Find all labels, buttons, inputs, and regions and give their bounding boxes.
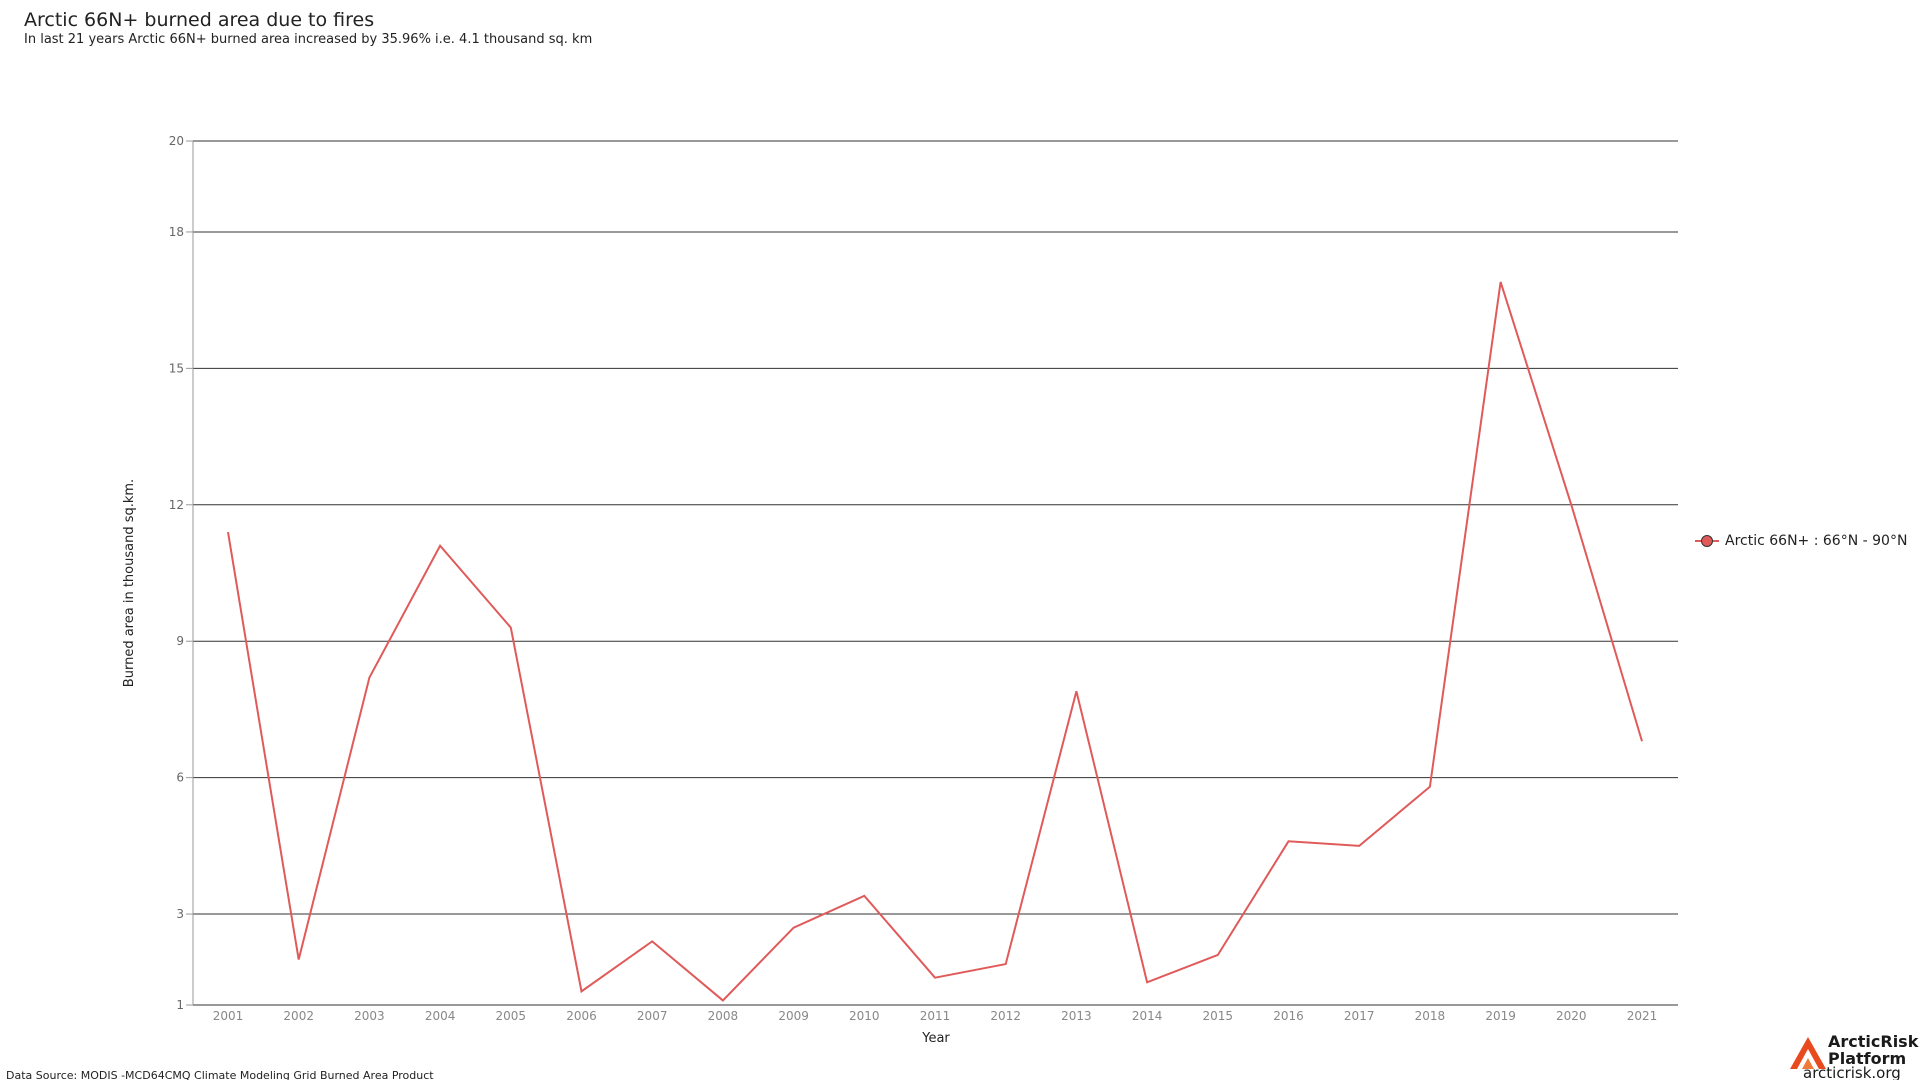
x-axis-ticks: 2001 2002 2003 2004 2005 2006 2007 2008 2009 2010…: [213, 1009, 1658, 1023]
x-tick-label: 2002: [283, 1009, 314, 1023]
flame-logo-icon: [1790, 1037, 1826, 1069]
gridlines: [192, 140, 1678, 1006]
logo-url: arcticrisk.org: [1803, 1064, 1901, 1080]
data-source-note: Data Source: MODIS -MCD64CMQ Climate Mod…: [6, 1069, 434, 1080]
x-tick-label: 2005: [496, 1009, 527, 1023]
x-tick-label: 2007: [637, 1009, 668, 1023]
x-tick-label: 2014: [1132, 1009, 1163, 1023]
x-tick-label: 2017: [1344, 1009, 1375, 1023]
x-tick-label: 2010: [849, 1009, 880, 1023]
legend-label: Arctic 66N+ : 66°N - 90°N: [1725, 533, 1908, 549]
x-tick-label: 2019: [1485, 1009, 1516, 1023]
x-tick-label: 2015: [1203, 1009, 1234, 1023]
x-axis-title: Year: [921, 1031, 950, 1046]
chart-title: Arctic 66N+ burned area due to fires: [24, 9, 375, 31]
x-tick-label: 2018: [1415, 1009, 1446, 1023]
x-tick-label: 2011: [920, 1009, 951, 1023]
x-tick-label: 2004: [425, 1009, 456, 1023]
x-tick-label: 2003: [354, 1009, 385, 1023]
series-line: [227, 281, 1643, 1002]
chart-subtitle: In last 21 years Arctic 66N+ burned area…: [24, 32, 593, 47]
x-tick-label: 2008: [708, 1009, 739, 1023]
chart-header: Arctic 66N+ burned area due to fires In …: [24, 8, 592, 48]
x-tick-label: 2012: [990, 1009, 1021, 1023]
legend-dot: [1701, 535, 1713, 547]
logo-name: ArcticRisk Platform: [1828, 1032, 1919, 1068]
y-tick-label: 12: [169, 498, 184, 512]
legend-marker: [1695, 534, 1719, 548]
y-axis-ticks: 1 3 6 9 12 15 18 20: [169, 134, 193, 1012]
y-tick-label: 6: [176, 771, 184, 785]
arcticrisk-logo[interactable]: ArcticRisk Platform arcticrisk.org: [1788, 1032, 1919, 1080]
x-tick-label: 2001: [213, 1009, 244, 1023]
y-axis-title: Burned area in thousand sq.km.: [122, 479, 137, 687]
y-tick-label: 1: [176, 998, 184, 1012]
x-tick-label: 2006: [566, 1009, 597, 1023]
x-tick-label: 2021: [1627, 1009, 1658, 1023]
y-tick-label: 18: [169, 225, 184, 239]
legend[interactable]: Arctic 66N+ : 66°N - 90°N: [1695, 533, 1907, 549]
y-tick-label: 20: [169, 134, 184, 148]
series-layer: [227, 281, 1643, 1002]
x-tick-label: 2013: [1061, 1009, 1092, 1023]
y-tick-label: 3: [176, 907, 184, 921]
y-tick-label: 9: [176, 634, 184, 648]
x-tick-label: 2009: [778, 1009, 809, 1023]
x-tick-label: 2016: [1273, 1009, 1304, 1023]
x-tick-label: 2020: [1556, 1009, 1587, 1023]
y-tick-label: 15: [169, 361, 184, 375]
